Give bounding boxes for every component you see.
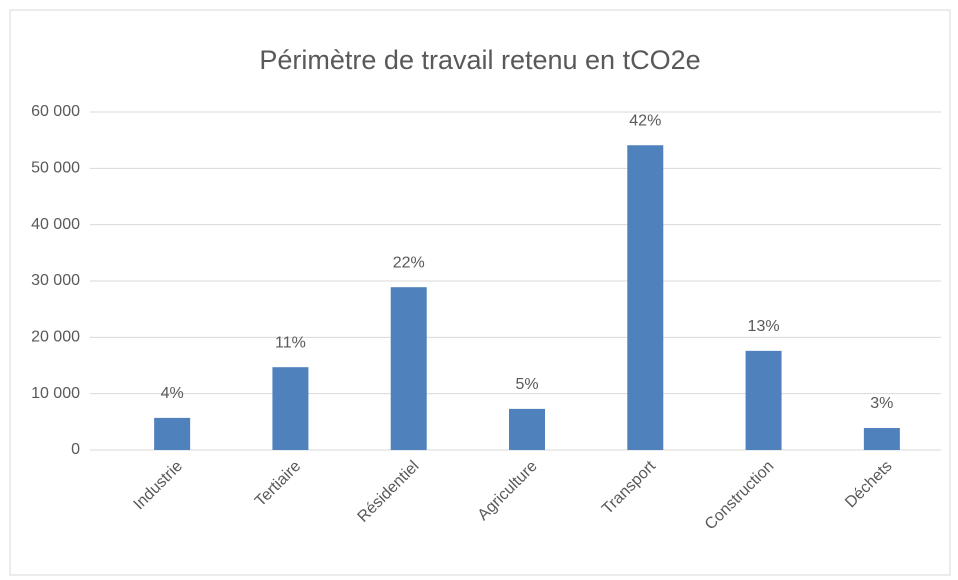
data-label: 4% <box>161 385 184 402</box>
y-tick-label: 40 000 <box>31 216 80 233</box>
bar <box>863 428 900 450</box>
chart-border <box>9 9 951 576</box>
y-tick-label: 0 <box>71 441 80 458</box>
bar <box>509 408 545 450</box>
bar <box>390 287 427 450</box>
bar <box>272 367 309 450</box>
y-tick-label: 60 000 <box>31 103 80 120</box>
chart-title: Périmètre de travail retenu en tCO2e <box>259 45 700 75</box>
bar <box>745 350 782 450</box>
data-label: 5% <box>515 376 538 393</box>
bar <box>627 145 664 450</box>
data-label: 13% <box>748 318 780 335</box>
y-tick-label: 30 000 <box>31 272 80 289</box>
data-label: 22% <box>393 254 425 271</box>
data-label: 11% <box>275 334 306 351</box>
data-label: 3% <box>870 395 893 412</box>
y-tick-label: 20 000 <box>31 329 80 346</box>
y-tick-label: 10 000 <box>31 385 80 402</box>
bar <box>154 417 191 450</box>
data-label: 42% <box>629 112 661 129</box>
y-tick-label: 50 000 <box>31 160 80 177</box>
